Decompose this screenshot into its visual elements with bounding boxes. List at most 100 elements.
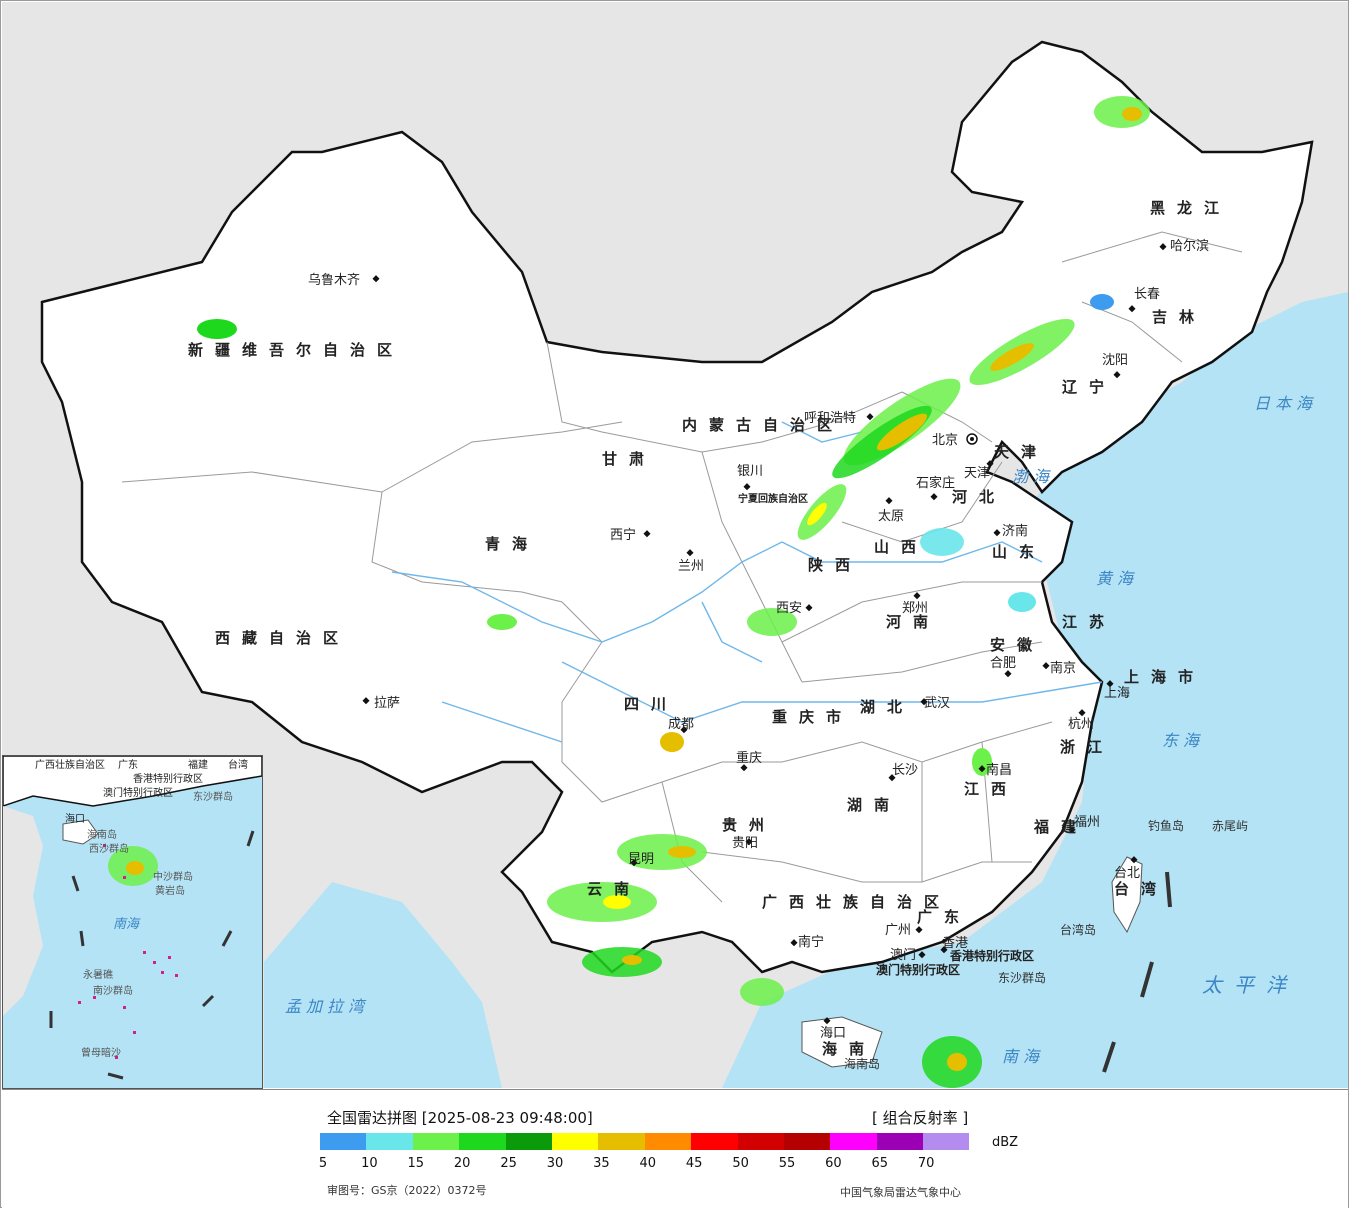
city-label: 西宁 (610, 527, 636, 543)
island-label: 海南岛 (844, 1056, 880, 1071)
city-label: 天津 (964, 466, 990, 481)
province-label: 广西壮族自治区 (762, 893, 951, 911)
city-label: 成都 (668, 717, 694, 732)
province-label: 广东 (917, 908, 971, 926)
map-review-number: 审图号：GS京（2022）0372号 (327, 1184, 487, 1197)
inset-label: 黄岩岛 (155, 884, 185, 897)
inset-label: 西沙群岛 (89, 842, 129, 855)
island-labels: 钓鱼岛 赤尾屿 台湾岛 东沙群岛 海南岛 (844, 818, 1248, 1071)
scale-tick-label: 30 (546, 1156, 564, 1171)
province-label: 重庆市 (772, 708, 853, 726)
color-swatch (412, 1133, 460, 1150)
color-swatch (505, 1133, 552, 1150)
city-label: 乌鲁木齐 (308, 272, 360, 288)
data-source: 中国气象局雷达气象中心 (840, 1186, 961, 1199)
scale-tick-label: 15 (407, 1156, 425, 1171)
product-name: [ 组合反射率 ] (872, 1109, 969, 1127)
city-label: 贵阳 (732, 836, 758, 851)
color-swatch (366, 1133, 413, 1150)
scale-tick-label: 25 (500, 1156, 517, 1171)
rivers (391, 421, 1103, 743)
city-label: 上海 (1104, 686, 1130, 701)
inset-label: 南海 (113, 917, 141, 932)
city-label: 西安 (776, 601, 802, 616)
province-label: 湖北 (860, 698, 914, 716)
inset-label: 香港特别行政区 (133, 772, 203, 785)
inset-label: 海南岛 (87, 828, 117, 841)
city-label: 兰州 (678, 559, 704, 574)
south-china-sea-inset: 广西壮族自治区 广东 福建 台湾 香港特别行政区 澳门特别行政区 东沙群岛 海口… (2, 755, 263, 1089)
province-label: 福建 (1033, 818, 1088, 836)
inset-hainan (62, 819, 99, 845)
sea-label: 南海 (1002, 1047, 1044, 1066)
province-label: 内蒙古自治区 (682, 416, 844, 434)
color-swatch (459, 1133, 506, 1150)
city-label: 银川 (737, 464, 763, 479)
sea-label: 东海 (1162, 731, 1204, 750)
color-swatch (551, 1133, 599, 1150)
city-labels: 乌鲁木齐 拉萨 西宁 兰州 银川 呼和浩特 北京 天津 石家庄 太原 济南 郑州… (308, 238, 1209, 1041)
scale-tick-label: 55 (778, 1156, 796, 1171)
province-label: 青海 (485, 535, 539, 553)
province-label: 宁夏回族自治区 (738, 492, 808, 505)
city-label: 南京 (1050, 660, 1076, 676)
scale-tick-label: 65 (871, 1156, 889, 1171)
city-label: 郑州 (902, 601, 928, 616)
city-label: 福州 (1074, 815, 1100, 830)
province-label: 陕西 (808, 556, 862, 574)
province-label: 浙江 (1060, 738, 1114, 756)
legend-panel: 全国雷达拼图 [2025-08-23 09:48:00] [ 组合反射率 ] d… (2, 1089, 1348, 1208)
province-label: 湖南 (847, 796, 901, 814)
scale-tick-label: 10 (361, 1156, 378, 1171)
radar-echoes (197, 96, 1150, 1088)
inset-island-marks (78, 844, 178, 1059)
inset-label: 永暑礁 (83, 968, 113, 981)
scale-tick-label: 45 (685, 1156, 703, 1171)
city-label: 拉萨 (374, 696, 400, 711)
scale-tick-label: 70 (917, 1156, 935, 1171)
taiwan-island (1111, 856, 1143, 934)
inset-label: 中沙群岛 (153, 870, 193, 883)
island-label: 钓鱼岛 (1148, 818, 1184, 833)
color-swatch (691, 1133, 738, 1150)
province-label: 江苏 (1062, 613, 1116, 631)
scale-tick-label: 60 (825, 1156, 842, 1171)
province-label: 贵州 (722, 816, 776, 834)
province-label: 西藏自治区 (215, 629, 350, 647)
province-label: 甘肃 (602, 450, 656, 468)
province-label: 辽宁 (1062, 378, 1116, 396)
inset-echo-core (126, 861, 144, 875)
island-label: 台湾岛 (1060, 922, 1096, 937)
inset-label: 澳门特别行政区 (103, 786, 173, 799)
province-label: 香港特别行政区 (949, 948, 1034, 963)
east-sea-area (722, 292, 1348, 1088)
inset-label: 广西壮族自治区 (35, 758, 105, 771)
city-label: 北京 (932, 433, 958, 448)
city-label: 哈尔滨 (1170, 238, 1209, 254)
city-label: 台北 (1114, 866, 1140, 881)
island-label: 东沙群岛 (998, 970, 1046, 985)
sea-labels: 日本海 渤海 黄海 东海 太平洋 南海 孟加拉湾 (285, 394, 1312, 1066)
legend-unit: dBZ (992, 1135, 1019, 1150)
province-label: 澳门特别行政区 (876, 962, 960, 977)
color-swatch (876, 1133, 924, 1150)
inset-dashes (49, 830, 255, 1080)
scale-tick-label: 40 (639, 1156, 657, 1171)
province-label: 山东 (992, 543, 1046, 561)
province-label: 云南 (587, 880, 641, 898)
inset-label: 东沙群岛 (193, 790, 233, 803)
inset-indochina (3, 806, 43, 1016)
city-label: 石家庄 (916, 475, 955, 491)
province-label: 江西 (964, 780, 1018, 798)
city-label: 济南 (1002, 523, 1028, 539)
color-swatch (644, 1133, 692, 1150)
bay-of-bengal (264, 882, 502, 1088)
inset-canvas: 广西壮族自治区 广东 福建 台湾 香港特别行政区 澳门特别行政区 东沙群岛 海口… (3, 756, 262, 1080)
china-radar-map: 乌鲁木齐 拉萨 西宁 兰州 银川 呼和浩特 北京 天津 石家庄 太原 济南 郑州… (2, 2, 1348, 1088)
city-label: 武汉 (924, 696, 950, 711)
color-scale-ticks: 5 10 15 20 25 30 35 40 45 50 55 60 65 70 (319, 1156, 980, 1174)
city-label: 长沙 (892, 763, 918, 778)
inset-label: 台湾 (228, 758, 248, 771)
scale-tick-label: 20 (453, 1156, 471, 1171)
